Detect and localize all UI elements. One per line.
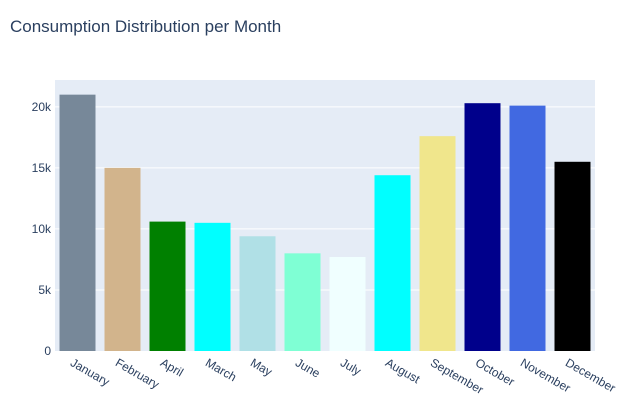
bar-february[interactable]: [104, 167, 141, 351]
x-tick-label: June: [293, 355, 323, 380]
x-tick-label: August: [383, 355, 423, 386]
bar-january[interactable]: [59, 94, 96, 351]
bar-march[interactable]: [194, 222, 231, 351]
bar-may[interactable]: [239, 236, 276, 351]
plot-area: [55, 80, 595, 351]
bar-april[interactable]: [149, 221, 186, 351]
y-axis-ticks: 0 5k 10k 15k 20k: [32, 100, 52, 358]
bar-september[interactable]: [419, 136, 456, 351]
bar-june[interactable]: [284, 253, 321, 351]
x-tick-label: May: [248, 355, 275, 378]
x-tick-label: January: [68, 355, 112, 388]
y-tick-label: 15k: [32, 161, 52, 175]
x-tick-label: April: [158, 355, 186, 379]
y-tick-label: 20k: [32, 100, 52, 114]
y-tick-label: 0: [44, 344, 51, 358]
y-tick-label: 5k: [38, 283, 52, 297]
bar-december[interactable]: [554, 161, 591, 351]
x-tick-label: March: [203, 355, 239, 384]
x-tick-label: February: [113, 355, 162, 391]
y-tick-label: 10k: [32, 222, 52, 236]
bar-october[interactable]: [464, 103, 501, 351]
chart-title: Consumption Distribution per Month: [10, 17, 281, 36]
x-tick-label: November: [518, 355, 573, 395]
gridlines: [55, 106, 595, 291]
x-tick-label: December: [563, 355, 618, 395]
bar-november[interactable]: [509, 105, 546, 351]
bars: [59, 94, 591, 351]
x-tick-label: July: [338, 355, 363, 378]
bar-august[interactable]: [374, 175, 411, 351]
bar-july[interactable]: [329, 257, 366, 351]
